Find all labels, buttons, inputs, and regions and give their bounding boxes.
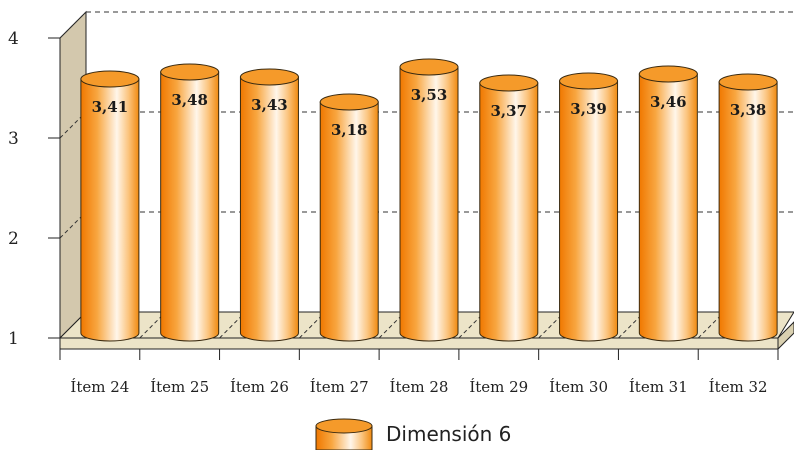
cylinder-bar xyxy=(718,73,778,342)
cylinder-bar xyxy=(319,93,379,342)
value-label: 3,39 xyxy=(570,100,607,118)
gridline-wall xyxy=(59,11,87,39)
chart-axes: 1 2 3 4 Ítem 24 Ítem 25 Ítem 26 Ítem 27 Ítem 28 Í… xyxy=(8,29,779,396)
value-label: 3,53 xyxy=(411,86,448,104)
value-label: 3,18 xyxy=(331,121,368,139)
cylinder-top xyxy=(80,70,140,88)
cylinder-body xyxy=(559,80,619,342)
cylinder-top xyxy=(638,65,698,83)
cylinder-body xyxy=(80,78,140,342)
cylinder-bar xyxy=(399,58,459,342)
x-category-label: Ítem 25 xyxy=(150,378,209,396)
cylinder-body xyxy=(479,82,539,342)
cylinder-bar xyxy=(559,72,619,342)
value-label: 3,41 xyxy=(92,98,129,116)
y-tick-label: 1 xyxy=(8,329,19,349)
cylinder-top xyxy=(718,73,778,91)
legend: Dimensión 6 xyxy=(315,418,511,450)
cylinder-top xyxy=(399,58,459,76)
cylinder-body xyxy=(319,101,379,342)
x-category-label: Ítem 27 xyxy=(310,378,369,396)
x-category-label: Ítem 26 xyxy=(230,378,289,396)
y-tick-label: 3 xyxy=(8,129,19,149)
cylinder-body xyxy=(160,71,220,342)
y-tick-label: 2 xyxy=(8,229,19,249)
legend-cylinder-top xyxy=(315,418,373,434)
legend-label: Dimensión 6 xyxy=(386,422,511,446)
cylinder-bar xyxy=(80,70,140,342)
floor-side xyxy=(777,321,794,351)
x-category-label: Ítem 31 xyxy=(629,378,688,396)
value-label: 3,37 xyxy=(491,102,528,120)
cylinder-top xyxy=(239,68,299,86)
x-category-label: Ítem 32 xyxy=(709,378,768,396)
cylinder-body xyxy=(718,81,778,342)
y-tick-label: 4 xyxy=(8,29,19,49)
cylinder-bar xyxy=(160,63,220,342)
cylinder-top xyxy=(319,93,379,111)
value-label: 3,48 xyxy=(171,91,208,109)
cylinder-body xyxy=(239,76,299,342)
x-category-label: Ítem 30 xyxy=(549,378,608,396)
cylinder-body xyxy=(638,73,698,342)
x-category-label: Ítem 28 xyxy=(390,378,449,396)
value-label: 3,46 xyxy=(650,93,687,111)
x-category-label: Ítem 24 xyxy=(70,378,129,396)
value-label: 3,43 xyxy=(251,96,288,114)
value-label: 3,38 xyxy=(730,101,767,119)
cylinder-bar xyxy=(638,65,698,342)
cylinder-top xyxy=(559,72,619,90)
legend-swatch xyxy=(315,418,373,450)
cylinder-bar xyxy=(239,68,299,342)
chart-value-labels: 3,41 3,48 3,43 3,18 3,53 3,37 3,39 3,46 3,38 xyxy=(92,86,767,139)
cylinder-body xyxy=(399,66,459,342)
cylinder-top xyxy=(160,63,220,81)
x-category-label: Ítem 29 xyxy=(469,378,528,396)
cylinder-bar xyxy=(479,74,539,342)
cylinder-top xyxy=(479,74,539,92)
chart-bars xyxy=(80,58,778,342)
